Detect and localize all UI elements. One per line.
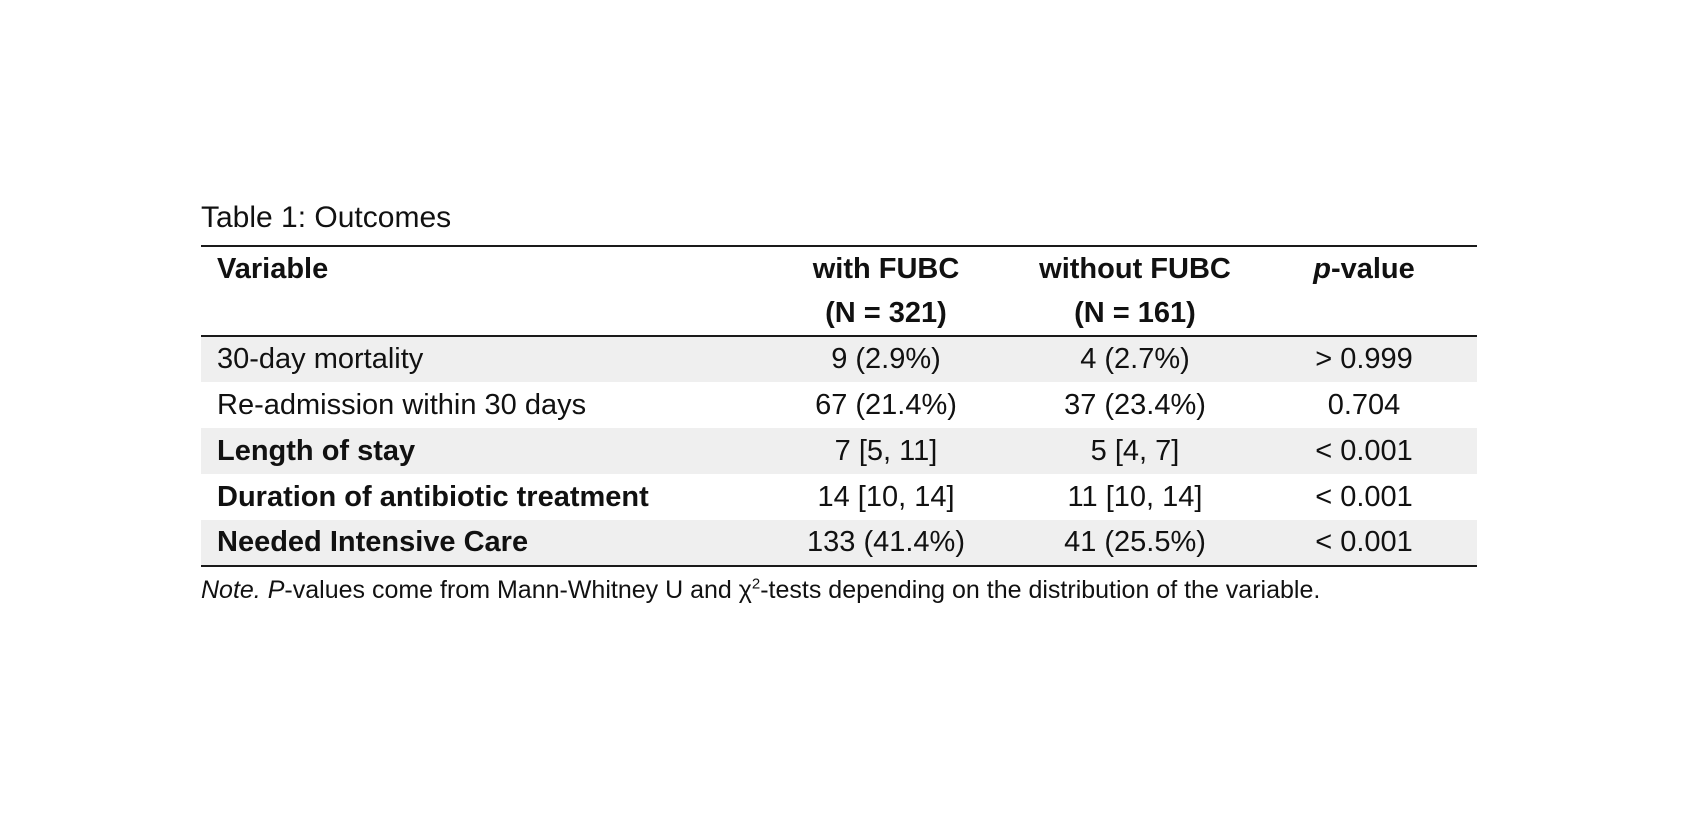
cell-with-fubc: 7 [5, 11] bbox=[834, 434, 938, 467]
note-body: -values come from Mann-Whitney U and bbox=[284, 576, 739, 604]
cell-without-fubc: 11 [10, 14] bbox=[1067, 480, 1203, 513]
chi-symbol: χ bbox=[738, 576, 752, 604]
cell-variable: Needed Intensive Care bbox=[217, 526, 529, 558]
table-note: Note. P-values come from Mann-Whitney U … bbox=[201, 574, 1477, 606]
cell-variable: Duration of antibiotic treatment bbox=[217, 480, 649, 513]
cell-with-fubc: 14 [10, 14] bbox=[817, 480, 955, 513]
header-row-2: (N = 321) (N = 161) bbox=[201, 291, 1477, 336]
cell-without-fubc: 37 (23.4%) bbox=[1064, 388, 1206, 421]
header-without-fubc-n: (N = 161) bbox=[1074, 296, 1196, 329]
cell-p-value: > 0.999 bbox=[1315, 343, 1413, 375]
header-empty-cell bbox=[201, 291, 753, 336]
header-variable: Variable bbox=[217, 252, 329, 285]
header-with-fubc: with FUBC bbox=[812, 252, 960, 285]
table-row: Length of stay 7 [5, 11] 5 [4, 7] < 0.001 bbox=[201, 428, 1477, 474]
outcomes-table: Variable with FUBC without FUBC p-value … bbox=[201, 245, 1477, 567]
cell-variable: 30-day mortality bbox=[217, 343, 424, 375]
cell-p-value: 0.704 bbox=[1327, 388, 1401, 421]
p-value-rest: -value bbox=[1330, 252, 1415, 285]
note-label: Note. bbox=[201, 576, 261, 604]
cell-p-value: < 0.001 bbox=[1315, 434, 1413, 467]
header-empty-cell bbox=[1251, 291, 1477, 336]
header-without-fubc: without FUBC bbox=[1039, 252, 1231, 285]
cell-without-fubc: 41 (25.5%) bbox=[1064, 526, 1206, 558]
table-header: Variable with FUBC without FUBC p-value … bbox=[201, 246, 1477, 336]
header-with-fubc-n: (N = 321) bbox=[825, 296, 947, 329]
cell-without-fubc: 5 [4, 7] bbox=[1090, 434, 1180, 467]
note-tail: -tests depending on the distribution of … bbox=[760, 576, 1321, 604]
table-row: 30-day mortality 9 (2.9%) 4 (2.7%) > 0.999 bbox=[201, 336, 1477, 382]
table-title: Table 1: Outcomes bbox=[201, 201, 452, 234]
note-text: P-values come from Mann-Whitney U and χ2… bbox=[268, 576, 1321, 604]
header-p-value: p-value bbox=[1251, 246, 1477, 291]
cell-variable: Re-admission within 30 days bbox=[217, 388, 587, 421]
cell-p-value: < 0.001 bbox=[1315, 480, 1413, 513]
p-value-italic-p: p bbox=[1313, 252, 1331, 285]
note-italic-p: P bbox=[267, 576, 285, 604]
cell-without-fubc: 4 (2.7%) bbox=[1080, 343, 1190, 375]
cell-with-fubc: 133 (41.4%) bbox=[807, 526, 965, 558]
table-row: Duration of antibiotic treatment 14 [10, … bbox=[201, 474, 1477, 520]
cell-with-fubc: 9 (2.9%) bbox=[831, 343, 941, 375]
header-row-1: Variable with FUBC without FUBC p-value bbox=[201, 246, 1477, 291]
cell-with-fubc: 67 (21.4%) bbox=[815, 388, 957, 421]
table-body: 30-day mortality 9 (2.9%) 4 (2.7%) > 0.999 R… bbox=[201, 336, 1477, 566]
table-row: Re-admission within 30 days 67 (21.4%) 37 … bbox=[201, 382, 1477, 428]
cell-p-value: < 0.001 bbox=[1315, 526, 1413, 558]
table-block: Table 1: Outcomes Variable with FUBC wit… bbox=[201, 200, 1477, 606]
table-row: Needed Intensive Care 133 (41.4%) 41 (25.5… bbox=[201, 520, 1477, 566]
chi-superscript: 2 bbox=[751, 575, 761, 593]
cell-variable: Length of stay bbox=[217, 434, 416, 467]
